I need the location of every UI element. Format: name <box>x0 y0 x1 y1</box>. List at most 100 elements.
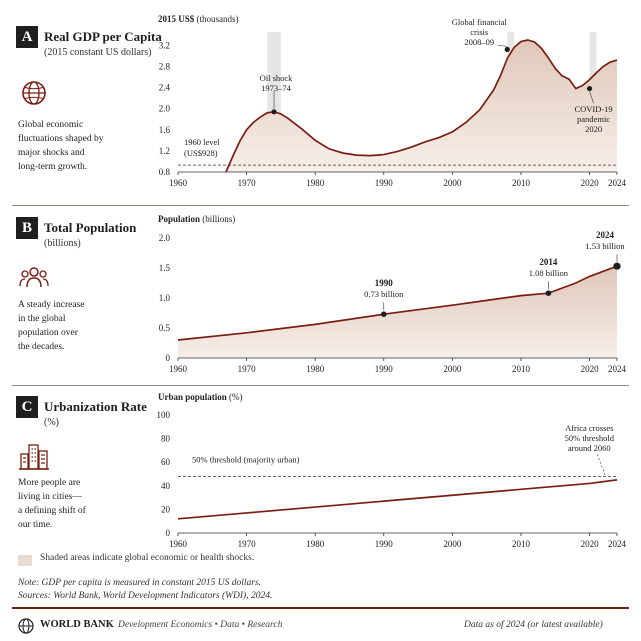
threshold-label: 50% threshold (majority urban) <box>192 454 300 464</box>
y-tick-label: 100 <box>157 410 171 420</box>
y-tick-label: 1.6 <box>159 125 171 135</box>
x-tick-label: 1990 <box>375 539 394 549</box>
desc-line: Global economic <box>18 120 84 130</box>
y-tick-label: 0.8 <box>159 167 171 177</box>
panel-a-subtitle: (2015 constant US dollars) <box>44 47 152 58</box>
panel-c-description: More people are living in cities— a defi… <box>18 476 106 532</box>
panel-a-badge: A <box>16 26 38 48</box>
x-tick-label: 2010 <box>512 178 531 188</box>
footer-rule <box>12 607 629 609</box>
annotation-label: 50% threshold <box>565 433 615 443</box>
annotation-leader <box>597 454 606 476</box>
people-icon <box>19 267 49 288</box>
footer-data-as-of: Data as of 2024 (or latest available) <box>464 620 603 630</box>
x-tick-label: 1960 <box>169 364 188 374</box>
annotation-label: Africa crosses <box>565 423 613 433</box>
desc-line: fluctuations shaped by <box>18 134 104 144</box>
panel-b-subtitle: (billions) <box>44 238 81 249</box>
desc-line: in the global <box>18 314 66 324</box>
annotation-label: crisis <box>470 27 488 37</box>
panel-separator <box>12 205 629 206</box>
world-bank-logo-icon <box>18 618 34 634</box>
y-tick-label: 80 <box>161 434 171 444</box>
desc-line: our time. <box>18 520 53 530</box>
annotation-label: pandemic <box>577 114 610 124</box>
x-tick-label: 1960 <box>169 539 188 549</box>
y-tick-label: 1.2 <box>159 146 170 156</box>
desc-line: a defining shift of <box>18 506 86 516</box>
footer-brand: WORLD BANK <box>40 619 114 630</box>
y-tick-label: 2.8 <box>159 61 171 71</box>
panel-c-title: Urbanization Rate <box>44 399 147 414</box>
annotation-label: Global financial <box>452 17 508 27</box>
reference-line-label: (US$928) <box>184 148 218 158</box>
area-fill <box>178 266 617 358</box>
panel-c-badge: C <box>16 396 38 418</box>
x-tick-label: 2024 <box>608 178 627 188</box>
annotation-point <box>271 109 277 115</box>
y-tick-label: 0.5 <box>159 323 171 333</box>
annotation-point <box>504 46 510 53</box>
x-tick-label: 1960 <box>169 178 188 188</box>
annotation-label: 2020 <box>585 124 602 134</box>
annotation-year: 1990 <box>375 278 394 288</box>
note-text: Note: GDP per capita is measured in cons… <box>18 578 262 588</box>
annotation-point <box>613 262 621 270</box>
annotation-leader <box>497 44 508 47</box>
y-tick-label: 40 <box>161 481 171 491</box>
desc-line: the decades. <box>18 342 65 352</box>
y-tick-label: 0 <box>166 353 171 363</box>
panel-a-description: Global economic fluctuations shaped by m… <box>18 118 106 174</box>
annotation-label: around 2060 <box>568 443 611 453</box>
y-tick-label: 2.0 <box>159 104 171 114</box>
x-tick-label: 1980 <box>306 539 325 549</box>
x-tick-label: 1970 <box>238 178 257 188</box>
annotation-leader <box>589 91 594 104</box>
x-tick-label: 2010 <box>512 539 531 549</box>
x-tick-label: 2010 <box>512 364 531 374</box>
desc-line: More people are <box>18 478 81 488</box>
desc-line: major shocks and <box>18 148 85 158</box>
footer-series: Development Economics • Data • Research <box>118 620 283 630</box>
x-tick-label: 2000 <box>443 539 462 549</box>
city-icon <box>19 444 49 470</box>
annotation-year: 2024 <box>596 230 615 240</box>
x-tick-label: 1970 <box>238 539 257 549</box>
x-tick-label: 2020 <box>581 178 600 188</box>
annotation-label: 2008–09 <box>464 37 494 47</box>
y-axis-label: Urban population (%) <box>158 392 243 402</box>
y-tick-label: 2.0 <box>159 233 171 243</box>
footer-divider: | <box>108 619 111 630</box>
x-tick-label: 2024 <box>608 364 627 374</box>
globe-icon <box>22 81 46 105</box>
legend-swatch-shocks <box>18 555 32 566</box>
annotation-label: 1973–74 <box>261 83 292 93</box>
panel-c-subtitle: (%) <box>44 417 59 428</box>
sources-text: Sources: World Bank, World Development I… <box>18 591 273 601</box>
annotation-point <box>380 311 387 318</box>
annotation-value: 1.08 billion <box>529 268 569 278</box>
x-tick-label: 1980 <box>306 178 325 188</box>
annotation-label: COVID-19 <box>574 104 612 114</box>
series-line <box>177 479 618 520</box>
x-tick-label: 2000 <box>443 178 462 188</box>
annotation-point <box>545 290 552 297</box>
reference-line-label: 1960 level <box>184 137 220 147</box>
panel-b-title: Total Population <box>44 220 137 235</box>
desc-line: A steady increase <box>18 300 85 310</box>
x-tick-label: 1980 <box>306 364 325 374</box>
y-axis-label: 2015 US$ (thousands) <box>158 14 239 24</box>
x-tick-label: 1970 <box>238 364 257 374</box>
annotation-year: 2014 <box>539 257 558 267</box>
y-tick-label: 3.2 <box>159 40 170 50</box>
desc-line: population over <box>18 328 78 338</box>
x-tick-label: 2020 <box>581 364 600 374</box>
desc-line: living in cities— <box>18 492 82 502</box>
panel-a-title: Real GDP per Capita <box>44 29 162 44</box>
x-tick-label: 2000 <box>443 364 462 374</box>
annotation-label: Oil shock <box>260 73 294 83</box>
panel-b-description: A steady increase in the global populati… <box>18 298 106 354</box>
y-tick-label: 2.4 <box>159 83 171 93</box>
desc-line: long-term growth. <box>18 162 88 172</box>
